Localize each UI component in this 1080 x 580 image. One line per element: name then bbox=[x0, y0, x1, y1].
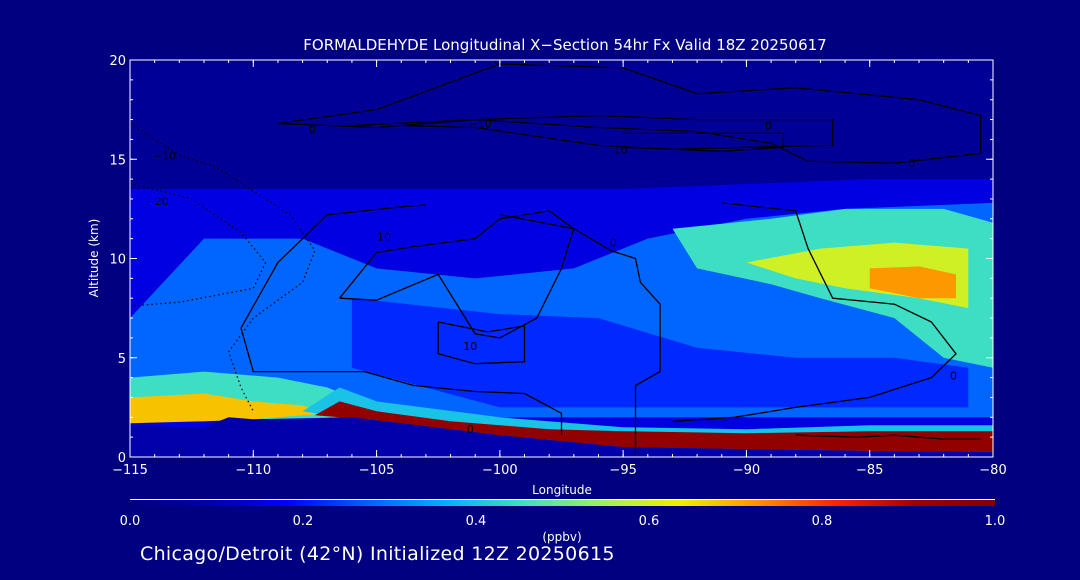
colorbar-tick-label: 0.0 bbox=[120, 514, 141, 529]
x-axis-label: Longitude bbox=[532, 483, 592, 497]
x-tick-label: −95 bbox=[609, 463, 636, 478]
x-tick-label: −115 bbox=[112, 463, 148, 478]
contour-line-8 bbox=[795, 434, 981, 440]
colorbar-gradient bbox=[130, 500, 995, 506]
x-tick-label: −105 bbox=[359, 463, 395, 478]
contour-line-4 bbox=[339, 210, 575, 339]
contour-label-4: 10 bbox=[614, 143, 628, 156]
x-tick-label: −100 bbox=[482, 463, 518, 478]
contour-label-2: 0 bbox=[765, 120, 772, 133]
y-tick-label: 15 bbox=[109, 153, 126, 168]
colorbar-tick-label: 0.6 bbox=[639, 514, 660, 529]
contour-label-1: 0 bbox=[309, 123, 316, 136]
contour-label-0: 0 bbox=[494, 54, 501, 67]
initialization-caption: Chicago/Detroit (42°N) Initialized 12Z 2… bbox=[140, 543, 615, 565]
contour-label-7: −20 bbox=[146, 195, 169, 208]
y-tick-label: 10 bbox=[109, 253, 126, 268]
contour-line-10 bbox=[130, 182, 267, 307]
x-tick-label: −110 bbox=[235, 463, 271, 478]
concentration-region-5 bbox=[869, 266, 956, 299]
contour-label-12: 0 bbox=[467, 423, 474, 436]
x-tick-label: −80 bbox=[979, 463, 1006, 478]
contour-line-3 bbox=[240, 204, 563, 436]
colorbar-tick-label: 1.0 bbox=[985, 514, 1006, 529]
concentration-region-7 bbox=[130, 393, 328, 424]
concentration-region-9 bbox=[314, 401, 993, 452]
contour-label-6: 0 bbox=[908, 157, 915, 170]
x-tick-label: −90 bbox=[733, 463, 760, 478]
contour-line-5 bbox=[437, 321, 526, 365]
contour-label-8: 10 bbox=[377, 231, 391, 244]
contour-line-7 bbox=[672, 202, 957, 422]
colorbar-tick-label: 0.8 bbox=[812, 514, 833, 529]
y-tick-label: 0 bbox=[118, 451, 126, 466]
x-tick-label: −85 bbox=[856, 463, 883, 478]
terrain-mask bbox=[130, 417, 993, 457]
contour-line-2 bbox=[623, 132, 785, 152]
y-axis-label: Altitude (km) bbox=[87, 219, 101, 298]
contour-line-9 bbox=[130, 122, 316, 412]
contour-line-0 bbox=[277, 63, 982, 164]
contour-label-11: 0 bbox=[950, 370, 957, 383]
colorbar: 0.0 0.2 0.4 0.6 0.8 1.0 bbox=[120, 499, 1006, 529]
y-tick-label: 20 bbox=[109, 54, 126, 69]
contour-label-10: 10 bbox=[463, 340, 477, 353]
y-tick-label: 5 bbox=[118, 352, 126, 367]
contour-line-6 bbox=[499, 214, 661, 455]
chart-title: FORMALDEHYDE Longitudinal X−Section 54hr… bbox=[303, 36, 826, 54]
colorbar-tick-label: 0.4 bbox=[466, 514, 487, 529]
colorbar-unit: (ppbv) bbox=[542, 530, 581, 544]
contour-label-5: −10 bbox=[153, 149, 176, 162]
contour-line-1 bbox=[351, 114, 834, 150]
contour-label-3: −10 bbox=[469, 118, 492, 131]
contour-label-9: 0 bbox=[610, 237, 617, 250]
colorbar-tick-label: 0.2 bbox=[293, 514, 314, 529]
